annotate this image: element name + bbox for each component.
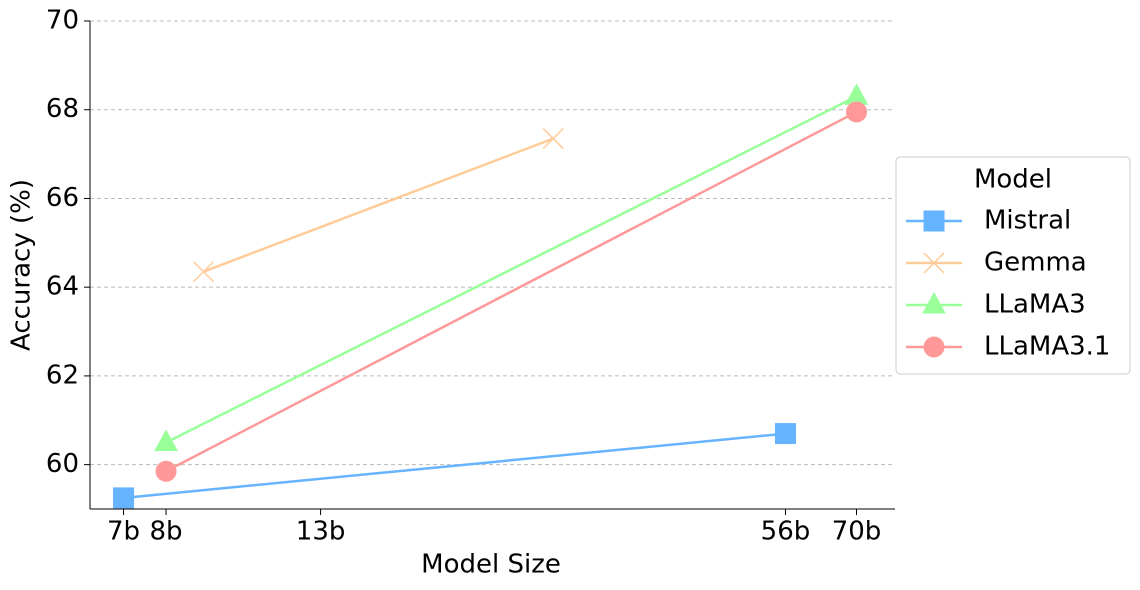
- x-tick-label: 56b: [761, 517, 811, 547]
- legend-label: Mistral: [984, 206, 1071, 236]
- marker: [845, 101, 867, 123]
- y-tick-label: 60: [46, 449, 79, 479]
- marker: [113, 487, 135, 509]
- marker: [923, 336, 945, 358]
- y-tick-label: 62: [46, 360, 79, 390]
- legend-label: Gemma: [984, 248, 1087, 278]
- x-tick-label: 13b: [296, 517, 346, 547]
- x-axis-label: Model Size: [421, 550, 561, 580]
- y-axis-label: Accuracy (%): [7, 179, 37, 351]
- x-tick-label: 70b: [832, 517, 882, 547]
- legend-label: LLaMA3: [984, 290, 1086, 320]
- marker: [844, 83, 869, 105]
- series-line: [203, 137, 554, 273]
- marker: [154, 429, 178, 451]
- marker: [923, 210, 945, 232]
- marker: [193, 261, 215, 283]
- y-tick-label: 68: [46, 94, 79, 124]
- series-line: [165, 110, 858, 473]
- series-line: [123, 432, 786, 500]
- y-tick-label: 64: [46, 272, 79, 302]
- marker: [542, 128, 564, 150]
- legend-title: Model: [974, 165, 1052, 195]
- marker: [922, 291, 946, 314]
- marker: [774, 423, 796, 445]
- y-tick-label: 70: [46, 6, 79, 36]
- marker: [155, 460, 177, 482]
- x-tick-label: 7b: [107, 517, 140, 547]
- series-line: [165, 95, 858, 444]
- legend-label: LLaMA3.1: [984, 332, 1110, 362]
- marker: [923, 252, 945, 274]
- y-tick-label: 66: [46, 183, 79, 213]
- x-tick-label: 8b: [150, 517, 183, 547]
- legend-box: [895, 156, 1131, 375]
